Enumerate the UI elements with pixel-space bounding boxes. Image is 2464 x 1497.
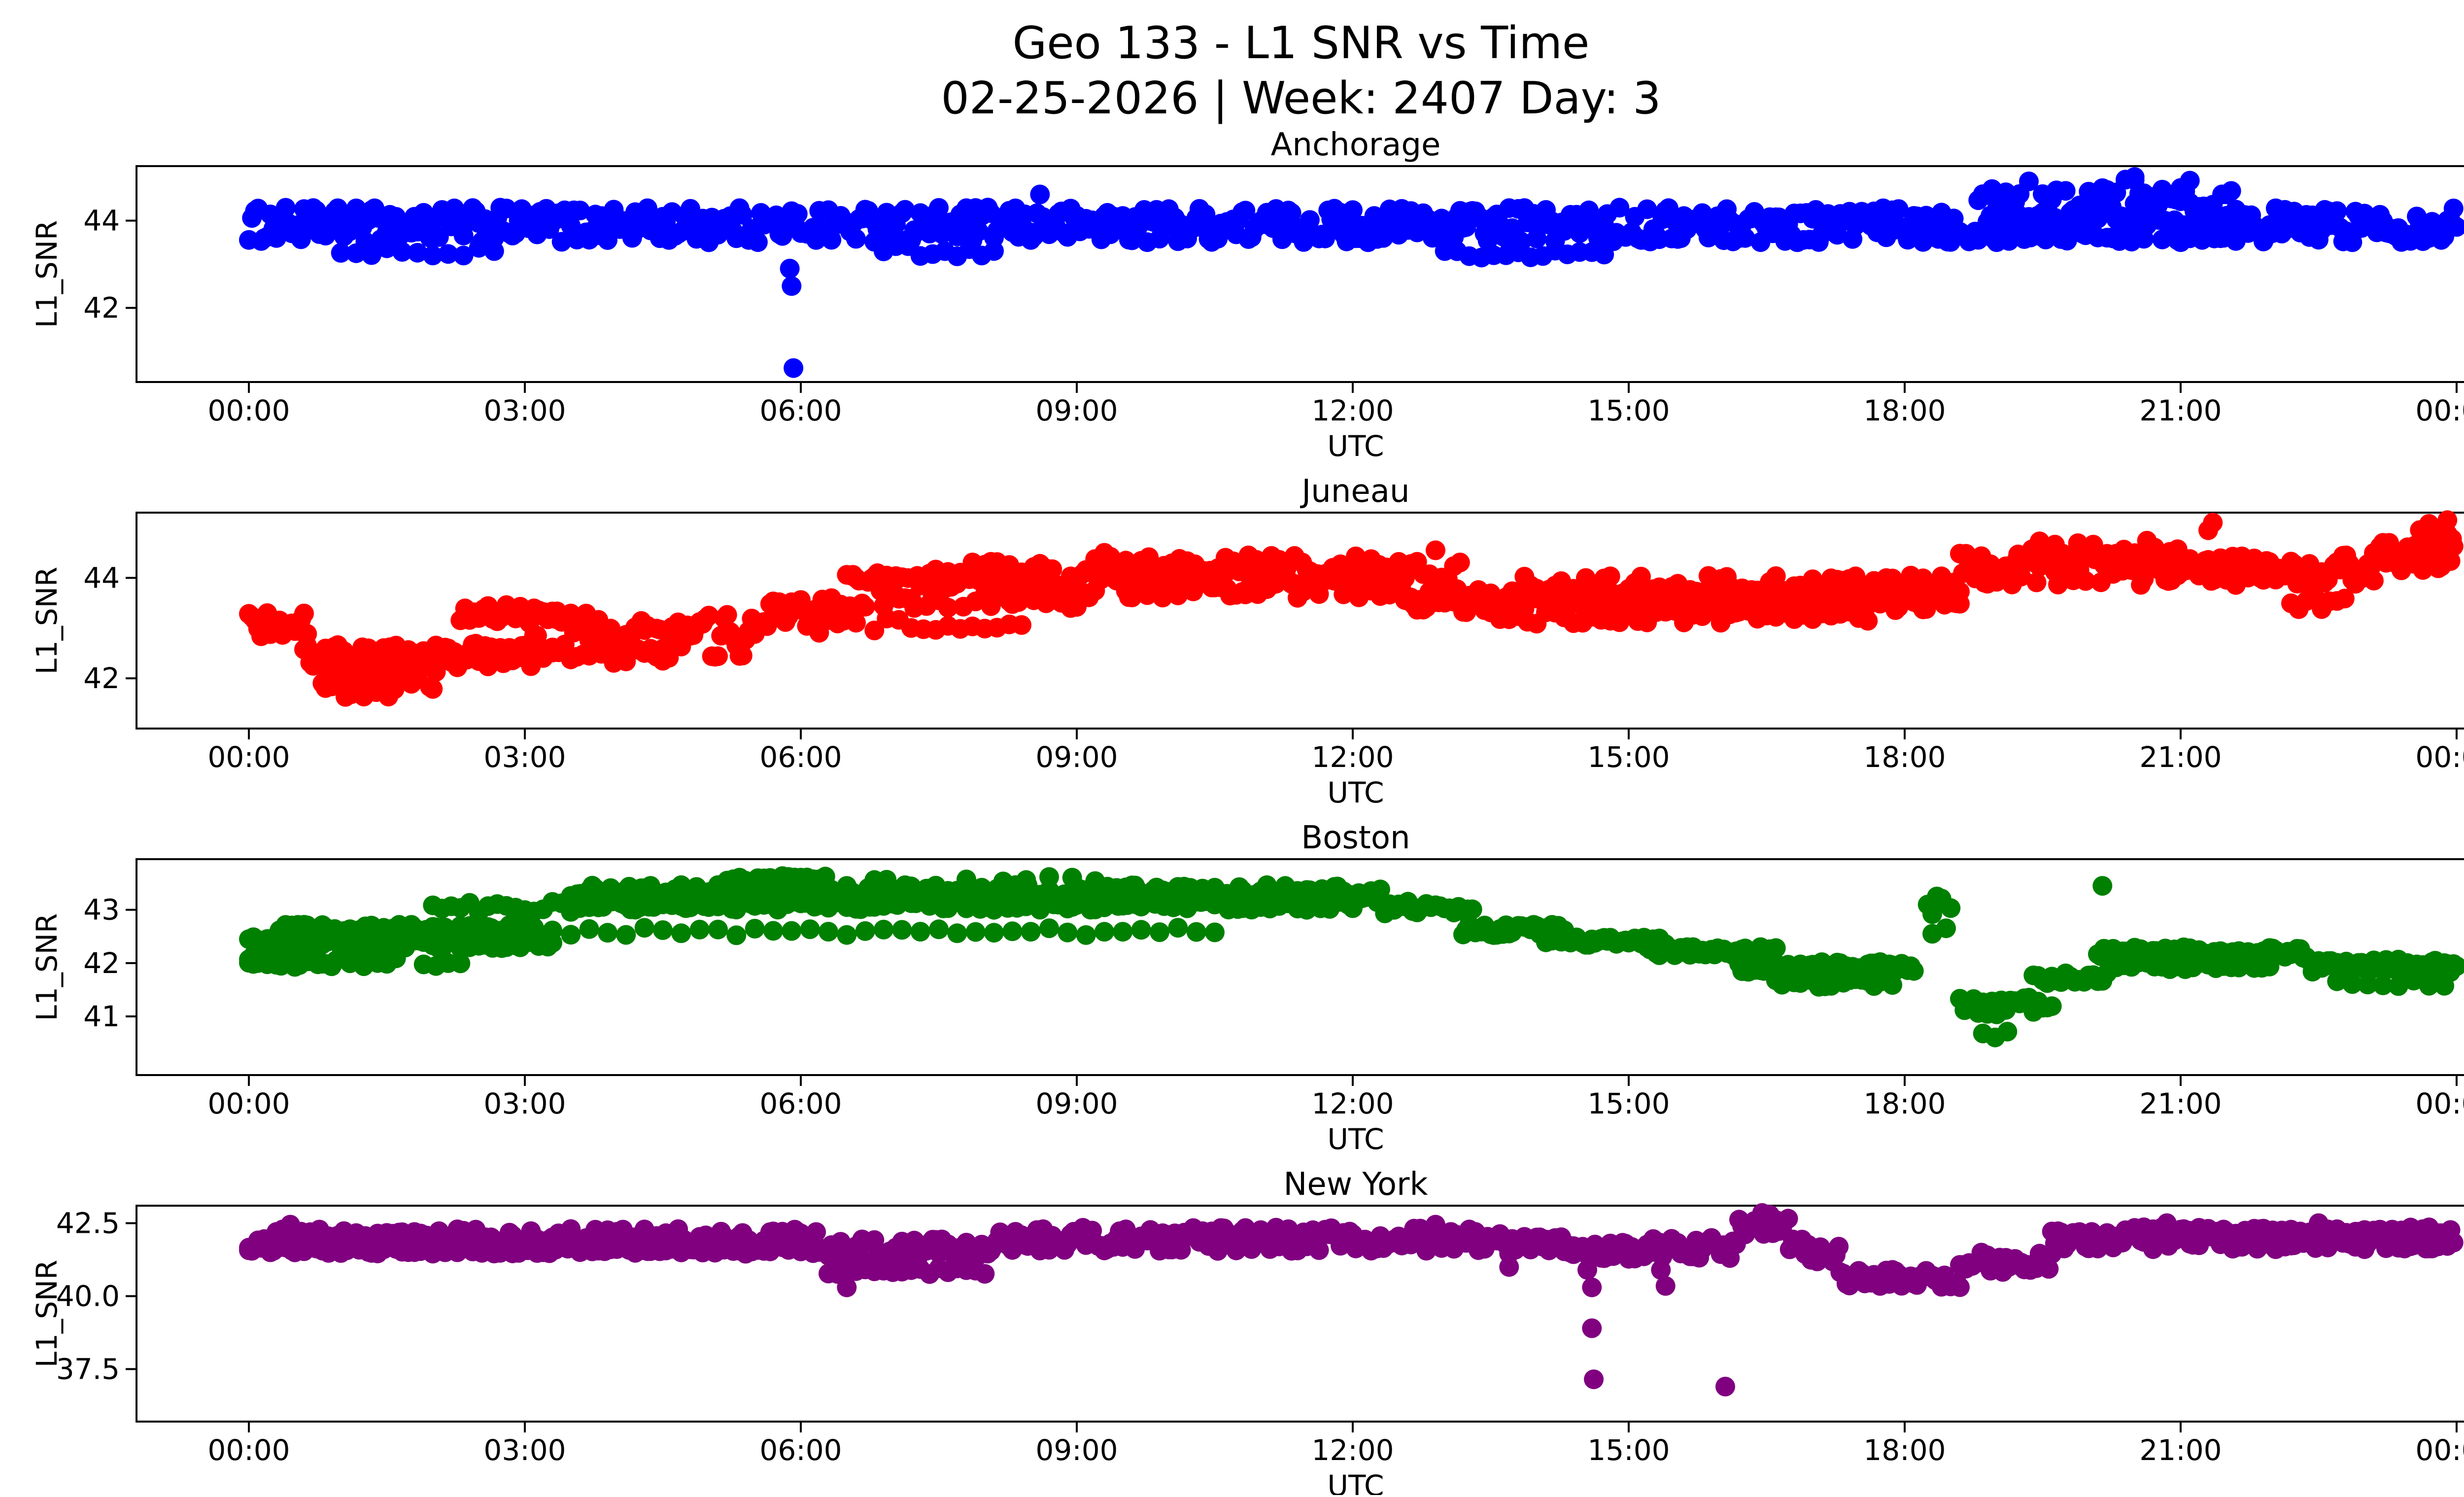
x-tick-label-juneau: 06:00 <box>759 740 842 774</box>
outlier-point-new-york <box>837 1277 857 1297</box>
x-tick-label-juneau: 18:00 <box>1863 740 1946 774</box>
outlier-point-anchorage <box>780 258 800 279</box>
x-tick-label-boston: 12:00 <box>1311 1087 1394 1120</box>
subplot-anchorage: Anchorage L1_SNR 42 44 00:00 03:00 06:00 09:00 1… <box>30 127 2464 463</box>
outlier-point-juneau <box>1095 543 1114 563</box>
outlier-point-new-york <box>1651 1260 1671 1280</box>
outlier-point-new-york <box>1715 1377 1735 1396</box>
subplot-boston: Boston L1_SNR 41 42 43 00:00 03:00 06:00 09:00 12… <box>30 820 2464 1156</box>
x-tick-label-anchorage: 21:00 <box>2139 394 2222 427</box>
y-tick-label-juneau: 44 <box>83 561 120 594</box>
x-tick-label-juneau: 21:00 <box>2139 740 2222 774</box>
x-tick-label-new-york: 09:00 <box>1035 1433 1118 1467</box>
x-tick-label-boston: 00:00 <box>2415 1087 2464 1120</box>
subplot-title-anchorage: Anchorage <box>1271 127 1441 163</box>
x-tick-label-anchorage: 03:00 <box>483 394 566 427</box>
outlier-point-new-york <box>1655 1276 1676 1296</box>
y-tick-label-anchorage: 44 <box>83 204 120 238</box>
outlier-point-new-york <box>2309 1213 2328 1233</box>
x-tick-label-boston: 03:00 <box>483 1087 566 1120</box>
x-tick-label-new-york: 06:00 <box>759 1433 842 1467</box>
x-tick-label-anchorage: 09:00 <box>1035 394 1118 427</box>
y-tick-label-boston: 42 <box>83 946 120 980</box>
y-tick-label-new-york: 37.5 <box>56 1352 120 1386</box>
y-tick-label-anchorage: 42 <box>83 291 120 325</box>
x-axis-label-new-york: UTC <box>1328 1469 1384 1495</box>
x-axis-label-anchorage: UTC <box>1328 429 1384 463</box>
x-tick-label-anchorage: 00:00 <box>207 394 290 427</box>
outlier-point-boston <box>1922 924 1942 944</box>
scatter-points-new-york <box>239 1203 2464 1396</box>
x-tick-label-boston: 18:00 <box>1863 1087 1946 1120</box>
figure-title-line2: 02-25-2026 | Week: 2407 Day: 3 <box>941 72 1661 124</box>
scatter-points-boston <box>239 866 2464 1047</box>
outlier-point-new-york <box>1499 1257 1519 1277</box>
outlier-point-anchorage <box>782 276 802 296</box>
x-axis-label-boston: UTC <box>1328 1122 1384 1156</box>
x-tick-label-anchorage: 00:00 <box>2415 394 2464 427</box>
outlier-point-new-york <box>1582 1277 1602 1297</box>
outlier-point-new-york <box>2157 1213 2177 1233</box>
outlier-point-boston <box>957 870 976 890</box>
x-tick-label-juneau: 15:00 <box>1587 740 1670 774</box>
outlier-point-new-york <box>1757 1207 1777 1227</box>
x-tick-label-new-york: 12:00 <box>1311 1433 1394 1467</box>
outlier-point-boston <box>2092 876 2113 896</box>
subplot-juneau: Juneau L1_SNR 42 44 00:00 03:00 06:00 09:00 12:0… <box>30 473 2464 809</box>
x-tick-label-anchorage: 12:00 <box>1311 394 1394 427</box>
y-axis-label-anchorage: L1_SNR <box>30 220 64 328</box>
outlier-point-juneau <box>1426 540 1445 560</box>
x-tick-label-boston: 21:00 <box>2139 1087 2222 1120</box>
x-tick-label-new-york: 15:00 <box>1587 1433 1670 1467</box>
y-tick-label-new-york: 42.5 <box>56 1207 120 1240</box>
x-tick-label-new-york: 00:00 <box>207 1433 290 1467</box>
y-tick-label-boston: 43 <box>83 893 120 927</box>
x-tick-label-juneau: 00:00 <box>207 740 290 774</box>
x-axis-label-juneau: UTC <box>1328 776 1384 809</box>
y-axis-label-boston: L1_SNR <box>30 913 64 1021</box>
x-tick-label-new-york: 00:00 <box>2415 1433 2464 1467</box>
outlier-point-anchorage <box>2019 172 2039 191</box>
outlier-point-juneau <box>2437 510 2458 530</box>
x-tick-label-new-york: 03:00 <box>483 1433 566 1467</box>
outlier-point-boston <box>1927 886 1947 906</box>
outlier-point-anchorage <box>784 358 804 378</box>
x-tick-label-new-york: 18:00 <box>1863 1433 1946 1467</box>
x-tick-label-boston: 15:00 <box>1587 1087 1670 1120</box>
x-tick-label-juneau: 12:00 <box>1311 740 1394 774</box>
outlier-point-new-york <box>280 1215 300 1235</box>
outlier-point-anchorage <box>2124 167 2145 187</box>
subplot-title-boston: Boston <box>1301 820 1410 856</box>
x-tick-label-juneau: 00:00 <box>2415 740 2464 774</box>
y-tick-label-new-york: 40.0 <box>56 1279 120 1313</box>
figure-title-line1: Geo 133 - L1 SNR vs Time <box>1013 17 1590 69</box>
x-tick-label-juneau: 09:00 <box>1035 740 1118 774</box>
scatter-points-juneau <box>239 510 2464 707</box>
x-tick-label-anchorage: 06:00 <box>759 394 842 427</box>
outlier-point-new-york <box>1582 1318 1602 1338</box>
x-tick-label-anchorage: 15:00 <box>1587 394 1670 427</box>
x-tick-label-boston: 09:00 <box>1035 1087 1118 1120</box>
y-axis-label-juneau: L1_SNR <box>30 567 64 675</box>
x-tick-label-boston: 00:00 <box>207 1087 290 1120</box>
subplot-title-new-york: New York <box>1283 1166 1428 1203</box>
y-tick-label-juneau: 42 <box>83 661 120 695</box>
x-tick-label-juneau: 03:00 <box>483 740 566 774</box>
y-tick-label-boston: 41 <box>83 1000 120 1033</box>
x-tick-label-boston: 06:00 <box>759 1087 842 1120</box>
y-axis-label-new-york: L1_SNR <box>30 1260 64 1368</box>
outlier-point-new-york <box>1584 1369 1604 1390</box>
scatter-points-anchorage <box>239 167 2464 378</box>
outlier-point-anchorage <box>1030 184 1050 205</box>
outlier-point-new-york <box>1426 1215 1445 1235</box>
outlier-point-juneau <box>2203 513 2223 533</box>
x-tick-label-anchorage: 18:00 <box>1863 394 1946 427</box>
x-tick-label-new-york: 21:00 <box>2139 1433 2222 1467</box>
outlier-point-new-york <box>1577 1260 1597 1280</box>
subplots-group: Anchorage L1_SNR 42 44 00:00 03:00 06:00 09:00 1… <box>30 127 2464 1497</box>
subplot-title-juneau: Juneau <box>1300 473 1409 510</box>
